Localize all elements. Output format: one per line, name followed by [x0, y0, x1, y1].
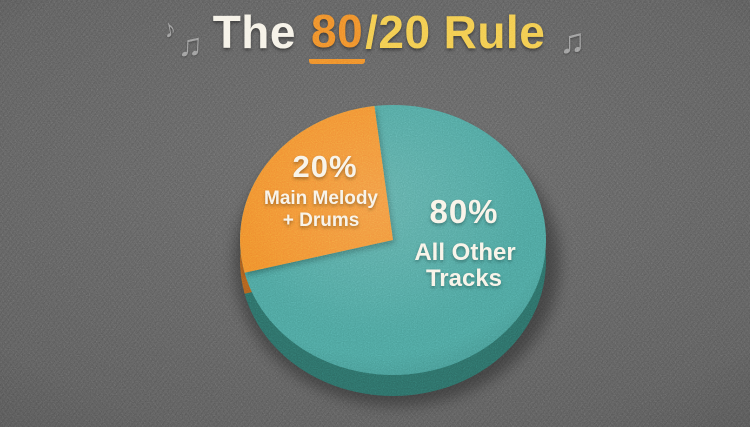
slice-20-name-line1: Main Melody	[263, 188, 379, 209]
slice-80-percent-label: 80%	[429, 193, 499, 230]
slice-20-percent-label: 20%	[292, 149, 358, 184]
slice-20-name-line2: + Drums	[282, 210, 360, 231]
slice-80-name-line2: Tracks	[425, 265, 503, 292]
slice-80-name-line1: All Other	[414, 239, 516, 266]
